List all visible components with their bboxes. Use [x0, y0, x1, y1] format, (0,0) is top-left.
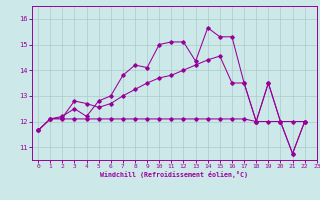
X-axis label: Windchill (Refroidissement éolien,°C): Windchill (Refroidissement éolien,°C) [100, 171, 248, 178]
